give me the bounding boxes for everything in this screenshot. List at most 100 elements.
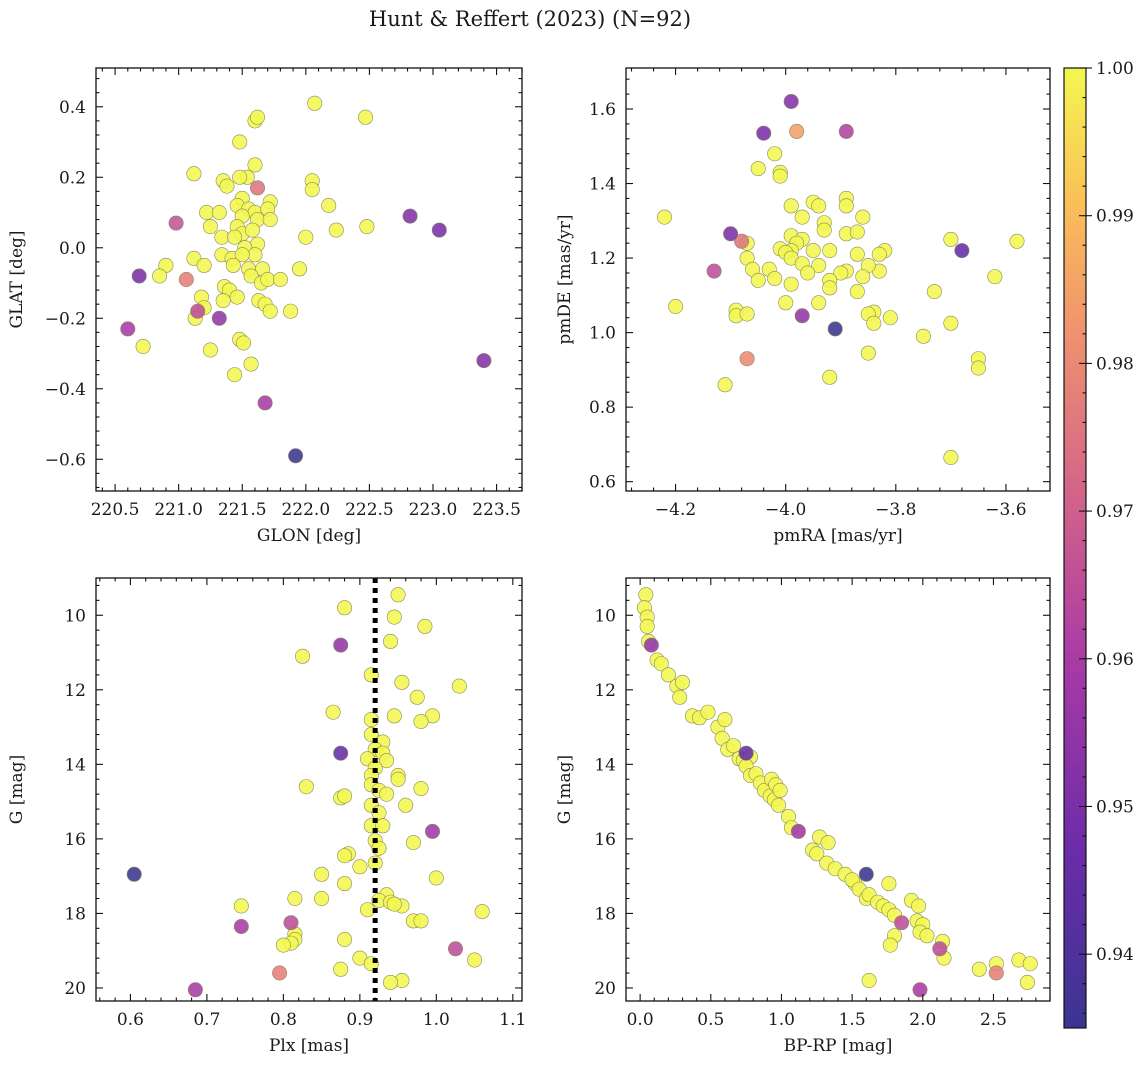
scatter-point: [337, 931, 353, 947]
axes-frame: [625, 577, 1051, 1002]
scatter-point: [328, 222, 344, 238]
scatter-point: [943, 449, 959, 465]
scatter-point: [988, 965, 1004, 981]
scatter-point: [243, 356, 259, 372]
scatter-point: [820, 835, 836, 851]
scatter-point: [882, 937, 898, 953]
scatter-point: [337, 788, 353, 804]
scatter-point: [294, 648, 310, 664]
y-tick-label: −0.6: [45, 450, 86, 470]
scatter-point: [717, 712, 733, 728]
x-axis-label: pmRA [mas/yr]: [773, 526, 902, 546]
scatter-point: [881, 876, 897, 892]
scatter-point: [314, 890, 330, 906]
x-tick-label: 0.9: [346, 1010, 373, 1030]
colorbar-tick-label: 0.96: [1096, 650, 1134, 670]
y-tick-label: 12: [594, 681, 616, 701]
colorbar-tick-label: 1.00: [1096, 59, 1134, 79]
scatter-point: [405, 835, 421, 851]
scatter-point: [236, 335, 252, 351]
scatter-point: [943, 315, 959, 331]
scatter-point: [244, 222, 260, 238]
scatter-point: [288, 448, 304, 464]
scatter-point: [250, 109, 266, 125]
scatter-point: [822, 369, 838, 385]
scatter-point: [333, 961, 349, 977]
scatter-point: [227, 229, 243, 245]
points-group: [120, 95, 492, 464]
colorbar-gradient: [1063, 67, 1087, 1029]
scatter-point: [386, 708, 402, 724]
scatter-point: [413, 781, 429, 797]
y-tick-label: 16: [594, 830, 616, 850]
x-tick-label: 221.0: [154, 500, 203, 520]
scatter-point: [639, 618, 655, 634]
scatter-point: [447, 941, 463, 957]
scatter-point: [772, 168, 788, 184]
scatter-point: [871, 246, 887, 262]
scatter-point: [467, 952, 483, 968]
scatter-point: [805, 243, 821, 259]
scatter-point: [219, 178, 235, 194]
scatter-point: [359, 219, 375, 235]
scatter-point: [789, 123, 805, 139]
y-tick-label: 0.6: [589, 473, 616, 493]
y-axis-label: pmDE [mas/yr]: [555, 214, 575, 344]
y-tick-label: 18: [64, 904, 86, 924]
x-tick-label: 0.7: [193, 1010, 220, 1030]
x-axis-label: GLON [deg]: [257, 526, 361, 546]
x-axis-label: BP-RP [mag]: [784, 1036, 893, 1056]
scatter-point: [363, 712, 379, 728]
scatter-point: [739, 306, 755, 322]
scatter-point: [178, 271, 194, 287]
scatter-point: [260, 271, 276, 287]
scatter-point: [717, 377, 733, 393]
scatter-point: [778, 295, 794, 311]
x-tick-label: 2.5: [980, 1010, 1007, 1030]
scatter-point: [772, 782, 788, 798]
scatter-point: [838, 198, 854, 214]
scatter-point: [912, 982, 928, 998]
axes-frame: [95, 67, 523, 492]
scatter-point: [135, 338, 151, 354]
scatter-point: [700, 704, 716, 720]
scatter-point: [409, 689, 425, 705]
scatter-point: [638, 587, 654, 603]
scatter-point: [275, 937, 291, 953]
panel-color-magnitude: 0.0 0.5 1.0 1.5 2.0 2.5 10 12 14 16 18 20 BP-RP [mag…: [555, 577, 1051, 1056]
x-tick-label: 0.0: [627, 1010, 654, 1030]
scatter-point: [247, 247, 263, 263]
x-axis-label: Plx [mas]: [269, 1036, 349, 1056]
scatter-point: [849, 246, 865, 262]
scatter-point: [849, 284, 865, 300]
scatter-point: [283, 915, 299, 931]
scatter-point: [199, 205, 215, 221]
scatter-point: [734, 233, 750, 249]
scatter-point: [653, 656, 669, 672]
scatter-point: [767, 146, 783, 162]
scatter-point: [250, 180, 266, 196]
scatter-point: [794, 308, 810, 324]
scatter-point: [215, 293, 231, 309]
x-tick-label: 1.0: [423, 1010, 450, 1030]
colorbar-tick-label: 0.94: [1096, 945, 1134, 965]
colorbar-tick-label: 0.95: [1096, 797, 1134, 817]
y-tick-label: 1.0: [589, 324, 616, 344]
scatter-point: [1019, 974, 1035, 990]
x-tick-label: 1.0: [768, 1010, 795, 1030]
scatter-point: [451, 678, 467, 694]
points-group: [126, 587, 490, 998]
scatter-point: [337, 876, 353, 892]
colorbar-tick-label: 0.99: [1096, 207, 1134, 227]
scatter-point: [190, 303, 206, 319]
scatter-point: [229, 289, 245, 305]
y-axis-label: G [mag]: [7, 755, 27, 824]
scatter-point: [822, 280, 838, 296]
scatter-point: [211, 310, 227, 326]
scatter-point: [126, 866, 142, 882]
scatter-point: [816, 222, 832, 238]
scatter-point: [838, 123, 854, 139]
scatter-point: [833, 265, 849, 281]
scatter-point: [225, 257, 241, 273]
y-tick-label: 14: [594, 755, 616, 775]
